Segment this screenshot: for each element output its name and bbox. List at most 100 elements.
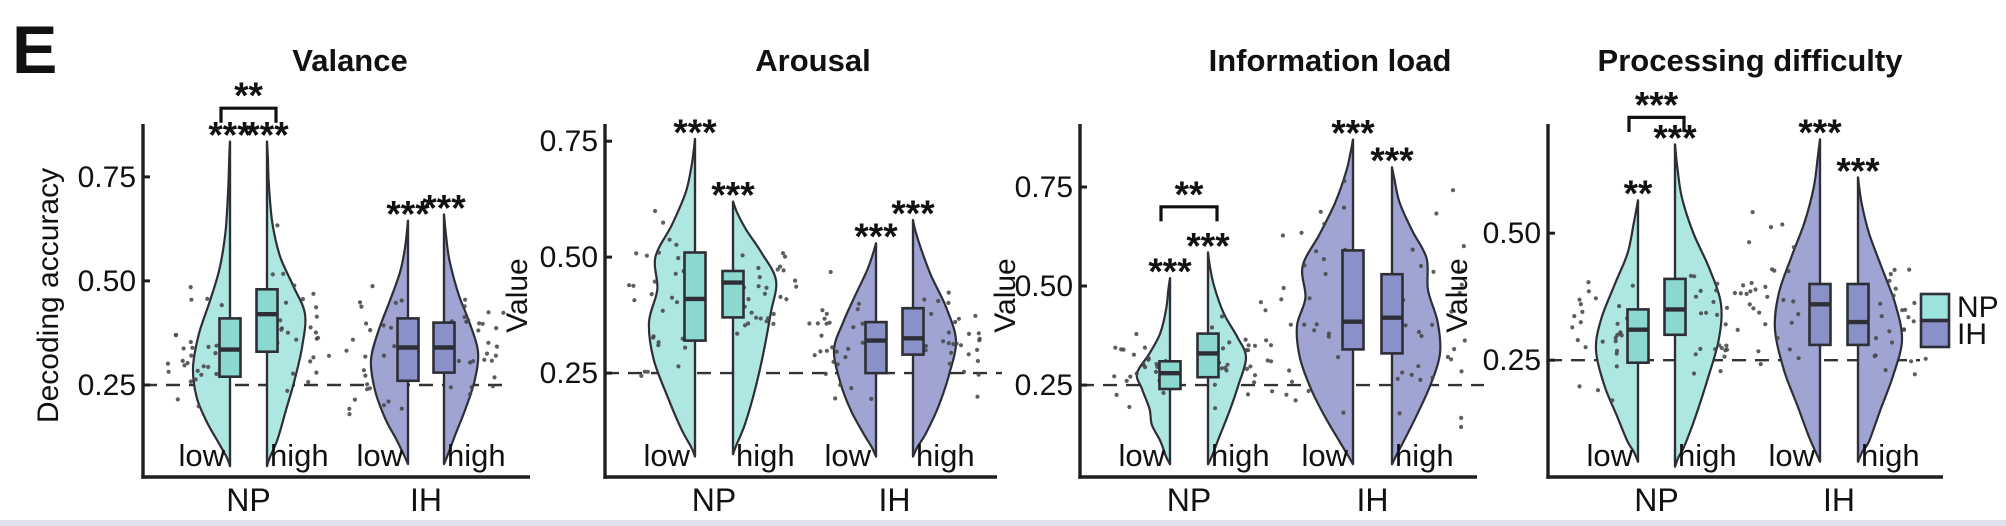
- data-point: [860, 321, 865, 326]
- data-point: [1395, 376, 1400, 381]
- data-point: [1698, 288, 1703, 293]
- data-point: [1244, 366, 1250, 372]
- data-point: [486, 340, 491, 345]
- legend-swatch-IH: [1919, 319, 1951, 349]
- data-point: [1134, 331, 1139, 337]
- data-point: [627, 283, 632, 288]
- group-label-NP: NP: [1634, 482, 1678, 518]
- data-point: [1307, 296, 1312, 301]
- data-point: [1460, 268, 1465, 273]
- data-point: [947, 361, 952, 366]
- data-point: [954, 341, 959, 346]
- data-point: [1907, 267, 1912, 272]
- data-point: [740, 253, 745, 258]
- data-point: [1449, 357, 1454, 362]
- data-point: [784, 297, 789, 302]
- data-point: [1889, 340, 1895, 345]
- data-point: [1765, 294, 1770, 299]
- data-point: [1614, 364, 1619, 369]
- data-point: [1288, 322, 1293, 327]
- y-tick-label: 0.75: [540, 125, 598, 158]
- group-label-IH: IH: [879, 482, 911, 518]
- data-point: [674, 300, 680, 305]
- data-point: [782, 254, 788, 259]
- data-point: [961, 369, 967, 374]
- data-point: [856, 301, 862, 306]
- sig-stars-IH-high: ***: [422, 187, 466, 228]
- data-point: [843, 355, 848, 360]
- data-point: [1691, 371, 1697, 376]
- data-point: [1452, 347, 1457, 352]
- box-NP-low: [683, 251, 707, 342]
- data-point: [315, 335, 321, 340]
- data-point: [1459, 424, 1464, 430]
- data-point: [1142, 345, 1147, 350]
- data-point: [1213, 406, 1218, 411]
- box-IH-low: [1341, 249, 1365, 351]
- data-point: [1212, 382, 1217, 387]
- group-label-NP: NP: [692, 482, 736, 518]
- data-point: [1431, 269, 1436, 274]
- data-point: [294, 337, 299, 342]
- panel-title: Arousal: [755, 43, 870, 78]
- data-point: [388, 325, 394, 330]
- data-point: [283, 300, 289, 305]
- data-point: [1318, 209, 1323, 214]
- data-point: [1227, 340, 1232, 345]
- data-point: [1723, 322, 1728, 327]
- data-point: [1270, 389, 1275, 394]
- data-point: [756, 265, 761, 271]
- data-point: [941, 339, 946, 344]
- data-point: [1306, 388, 1311, 394]
- data-point: [830, 345, 835, 350]
- data-point: [973, 313, 978, 318]
- data-point: [820, 308, 825, 313]
- data-point: [775, 267, 780, 272]
- data-point: [1715, 281, 1720, 286]
- data-point: [182, 363, 187, 368]
- legend-label-NP: NP: [1957, 291, 1999, 324]
- condition-label-NP-high: high: [1211, 438, 1270, 473]
- data-point: [746, 321, 751, 326]
- data-point: [1872, 354, 1877, 359]
- data-point: [1268, 343, 1274, 348]
- data-point: [201, 364, 206, 369]
- data-point: [1724, 347, 1730, 352]
- data-point: [1457, 290, 1462, 296]
- data-point: [1287, 368, 1292, 373]
- sig-stars-NP-high: ***: [711, 174, 755, 215]
- data-point: [781, 268, 786, 273]
- data-point: [1341, 205, 1347, 210]
- condition-label-IH-high: high: [1861, 438, 1920, 473]
- data-point: [815, 321, 821, 326]
- data-point: [1711, 299, 1716, 305]
- condition-label-IH-high: high: [1395, 438, 1454, 473]
- data-point: [494, 326, 499, 331]
- data-point: [951, 342, 956, 347]
- data-point: [1410, 247, 1415, 252]
- data-point: [1888, 272, 1893, 277]
- data-point: [1418, 263, 1424, 269]
- data-point: [1747, 240, 1752, 245]
- data-point: [1336, 355, 1341, 360]
- data-point: [966, 331, 972, 336]
- violin-NP-low: [191, 140, 232, 468]
- data-point: [936, 298, 941, 304]
- data-point: [275, 223, 280, 228]
- data-point: [1615, 321, 1620, 326]
- sig-stars-NP-low: ***: [1148, 251, 1192, 292]
- condition-label-IH-low: low: [1301, 438, 1348, 473]
- condition-label-IH-low: low: [824, 438, 871, 473]
- y-axis-label: Value: [1441, 258, 1474, 333]
- data-point: [462, 314, 467, 320]
- sig-stars-NP-high: ***: [1186, 225, 1230, 266]
- y-tick-label: 0.50: [78, 265, 136, 298]
- data-point: [313, 330, 318, 335]
- data-point: [174, 332, 179, 338]
- data-point: [1769, 267, 1775, 272]
- data-point: [754, 315, 759, 320]
- data-point: [352, 397, 357, 402]
- data-point: [1459, 415, 1464, 420]
- data-point: [831, 359, 836, 364]
- data-point: [673, 271, 678, 276]
